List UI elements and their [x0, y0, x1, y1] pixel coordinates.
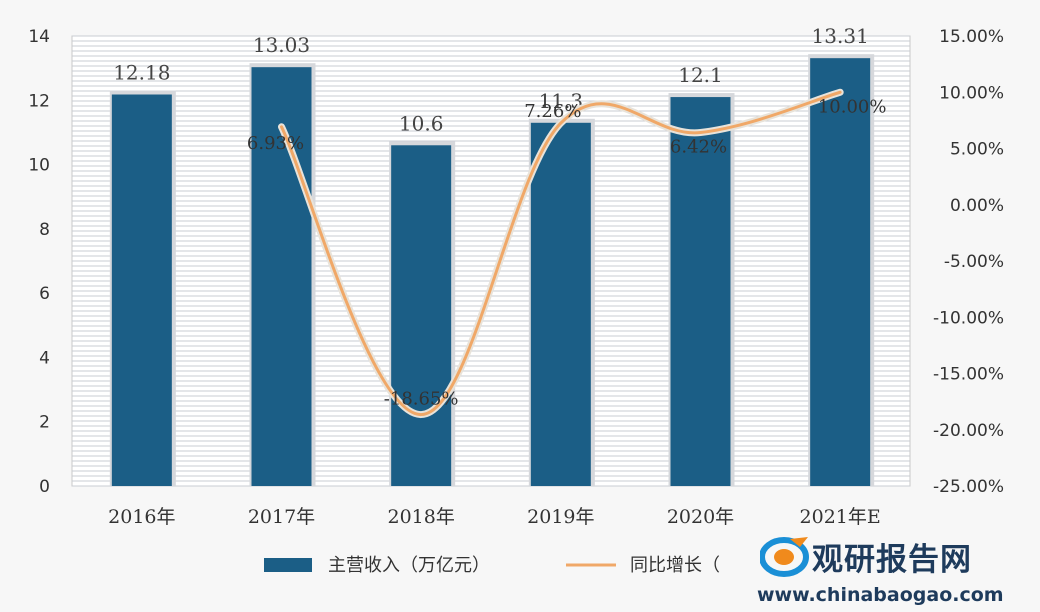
bar-value-label: 10.6: [399, 111, 444, 135]
right-tick-label: 10.00%: [939, 83, 1004, 103]
brand-logo-icon: [760, 537, 809, 577]
legend: 主营收入（万亿元） 同比增长（: [264, 555, 720, 576]
left-axis: 0 2 4 6 8 10 12 14: [28, 27, 50, 497]
gridlines: [71, 35, 911, 487]
left-tick-label: 12: [28, 91, 50, 111]
brand-site: www.chinabaogao.com: [757, 584, 1004, 606]
category-label: 2021年E: [800, 506, 881, 528]
left-tick-label: 0: [39, 477, 50, 497]
legend-bar-swatch: [264, 558, 312, 572]
line-value-label: 6.93%: [247, 133, 304, 154]
right-tick-label: -5.00%: [944, 252, 1004, 272]
right-tick-label: -25.00%: [933, 477, 1004, 497]
brand-name: 观研报告网: [812, 542, 972, 578]
bar: [530, 122, 591, 487]
bar: [391, 145, 452, 487]
line-value-label: -18.65%: [384, 389, 459, 410]
category-label: 2017年: [248, 506, 315, 528]
left-tick-label: 6: [39, 284, 50, 304]
category-axis: 2016年 2017年 2018年 2019年 2020年 2021年E: [108, 506, 881, 528]
bar-value-label: 13.31: [812, 24, 869, 48]
bar-value-label: 12.18: [113, 61, 170, 85]
line-value-label: 7.26%: [524, 101, 581, 122]
right-tick-label: 0.00%: [950, 196, 1004, 216]
right-tick-label: -10.00%: [933, 308, 1004, 328]
line-value-label: 10.00%: [818, 96, 887, 117]
right-tick-label: -20.00%: [933, 421, 1004, 441]
bar: [810, 58, 871, 487]
series-line: [280, 90, 842, 417]
line-series: [278, 88, 844, 419]
line-value-labels: 6.93% -18.65% 7.26% 6.42% 10.00%: [247, 96, 887, 409]
right-tick-label: 15.00%: [939, 27, 1004, 47]
bar-series: [109, 54, 875, 487]
right-tick-label: -15.00%: [933, 365, 1004, 385]
category-label: 2020年: [667, 506, 734, 528]
left-tick-label: 4: [39, 348, 50, 368]
left-tick-label: 2: [39, 413, 50, 433]
right-tick-label: 5.00%: [950, 140, 1004, 160]
left-tick-label: 10: [28, 156, 50, 176]
line-value-label: 6.42%: [670, 137, 727, 158]
category-label: 2019年: [527, 506, 594, 528]
bar: [111, 94, 172, 486]
category-label: 2018年: [387, 506, 454, 528]
legend-bar-label: 主营收入（万亿元）: [328, 555, 490, 576]
right-axis: -25.00% -20.00% -15.00% -10.00% -5.00% 0.00% 5…: [933, 27, 1004, 497]
bar: [251, 67, 312, 486]
left-tick-label: 14: [28, 27, 50, 47]
bar-value-label: 12.1: [678, 63, 723, 87]
category-label: 2016年: [108, 506, 175, 528]
bar: [670, 97, 731, 487]
left-tick-label: 8: [39, 220, 50, 240]
bar-value-label: 13.03: [253, 33, 310, 57]
legend-line-label: 同比增长（: [630, 555, 720, 576]
